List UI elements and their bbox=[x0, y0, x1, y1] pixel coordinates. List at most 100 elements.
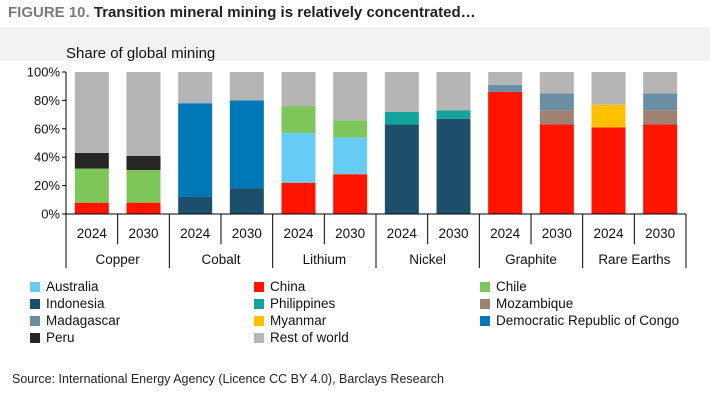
bar-segment-democratic-republic-of-congo bbox=[229, 100, 264, 189]
bar-segment-madagascar bbox=[643, 93, 678, 111]
bar-segment-australia bbox=[281, 133, 316, 183]
y-tick-label: 20% bbox=[34, 178, 60, 193]
bar-segment-china bbox=[643, 124, 678, 214]
chart-title: Share of global mining bbox=[66, 45, 216, 62]
figure-title: FIGURE 10. Transition mineral mining is … bbox=[8, 4, 476, 21]
figure-label: FIGURE 10. bbox=[8, 4, 90, 21]
x-year-label: 2030 bbox=[542, 226, 572, 241]
bar-segment-madagascar bbox=[539, 93, 574, 111]
legend-swatch bbox=[254, 315, 264, 326]
legend-item: Indonesia bbox=[30, 296, 105, 311]
bar-segment-philippines bbox=[436, 110, 471, 119]
y-tick-label: 40% bbox=[34, 150, 60, 165]
bar-segment-mozambique bbox=[539, 110, 574, 125]
bar-segment-china bbox=[488, 91, 523, 214]
legend-label: Indonesia bbox=[46, 296, 105, 311]
y-tick-label: 60% bbox=[34, 121, 60, 136]
legend-label: Philippines bbox=[270, 296, 336, 311]
bar-segment-indonesia bbox=[229, 188, 264, 214]
bar-segment-rest-of-world bbox=[384, 72, 419, 112]
title-band bbox=[0, 27, 710, 61]
x-year-label: 2024 bbox=[490, 226, 521, 241]
bar-segment-democratic-republic-of-congo bbox=[178, 103, 213, 197]
legend-swatch bbox=[254, 298, 264, 309]
legend-label: Australia bbox=[46, 279, 99, 294]
bar-segment-china bbox=[539, 124, 574, 214]
x-group-label: Cobalt bbox=[201, 252, 240, 267]
legend-label: Chile bbox=[496, 279, 527, 294]
bar-segment-rest-of-world bbox=[643, 72, 678, 94]
legend-item: Democratic Republic of Congo bbox=[480, 313, 679, 328]
bar-segment-rest-of-world bbox=[539, 72, 574, 94]
x-group-label: Rare Earths bbox=[598, 252, 670, 267]
legend-item: China bbox=[254, 279, 305, 294]
legend-swatch bbox=[30, 315, 40, 326]
bar-segment-chile bbox=[126, 169, 161, 203]
legend-swatch bbox=[254, 332, 264, 343]
legend-swatch bbox=[480, 298, 490, 309]
x-year-label: 2030 bbox=[645, 226, 675, 241]
x-year-label: 2024 bbox=[387, 226, 418, 241]
figure-title-text: Transition mineral mining is relatively … bbox=[93, 4, 476, 21]
bar-segment-rest-of-world bbox=[488, 72, 523, 85]
bar-segment-china bbox=[281, 182, 316, 214]
bar-segment-australia bbox=[333, 137, 368, 175]
x-year-label: 2024 bbox=[180, 226, 211, 241]
bar-segment-china bbox=[74, 202, 109, 214]
legend-label: Mozambique bbox=[496, 296, 574, 311]
bar-segment-rest-of-world bbox=[126, 72, 161, 156]
bar-segment-rest-of-world bbox=[229, 72, 264, 101]
legend-swatch bbox=[30, 298, 40, 309]
bar-segment-chile bbox=[74, 168, 109, 203]
legend-label: China bbox=[270, 279, 306, 294]
bar-segment-rest-of-world bbox=[281, 72, 316, 107]
legend-item: Australia bbox=[30, 279, 99, 294]
bar-segment-myanmar bbox=[591, 104, 626, 128]
bar-segment-indonesia bbox=[436, 118, 471, 214]
stacked-bar-chart: 0% 20% 40% 60% 80% 100% 2024 2030 2024 2030 2024 20… bbox=[27, 65, 687, 268]
x-year-label: 2024 bbox=[283, 226, 314, 241]
bar-segment-chile bbox=[333, 120, 368, 138]
x-year-label: 2030 bbox=[128, 226, 158, 241]
legend-item: Myanmar bbox=[254, 313, 326, 328]
x-group-label: Lithium bbox=[303, 252, 347, 267]
x-year-label: 2030 bbox=[335, 226, 365, 241]
legend-item: Philippines bbox=[254, 296, 335, 311]
bar-segment-indonesia bbox=[384, 124, 419, 214]
x-year-label: 2024 bbox=[593, 226, 624, 241]
x-year-label: 2030 bbox=[232, 226, 262, 241]
source-note: Source: International Energy Agency (Lic… bbox=[12, 372, 444, 386]
legend-swatch bbox=[30, 332, 40, 343]
legend-item: Madagascar bbox=[30, 313, 120, 328]
bar-segment-china bbox=[333, 174, 368, 214]
legend-label: Rest of world bbox=[270, 330, 349, 345]
bar-segment-china bbox=[126, 202, 161, 214]
y-tick-label: 80% bbox=[34, 93, 60, 108]
bar-segment-rest-of-world bbox=[178, 72, 213, 104]
x-group-label: Nickel bbox=[409, 252, 446, 267]
bar-segment-mozambique bbox=[643, 110, 678, 125]
bar-segment-indonesia bbox=[178, 196, 213, 214]
legend-label: Myanmar bbox=[270, 313, 327, 328]
x-year-label: 2024 bbox=[77, 226, 108, 241]
y-tick-label: 0% bbox=[41, 207, 60, 222]
bar-segment-rest-of-world bbox=[591, 72, 626, 105]
bar-segment-rest-of-world bbox=[436, 72, 471, 111]
bar-segment-rest-of-world bbox=[74, 72, 109, 153]
bar-segment-rest-of-world bbox=[333, 72, 368, 121]
bar-segment-philippines bbox=[384, 111, 419, 125]
legend-label: Peru bbox=[46, 330, 75, 345]
legend-label: Madagascar bbox=[46, 313, 121, 328]
legend-swatch bbox=[254, 281, 264, 292]
bar-segment-china bbox=[591, 127, 626, 214]
legend-swatch bbox=[480, 315, 490, 326]
legend-item: Chile bbox=[480, 279, 527, 294]
bar-segment-chile bbox=[281, 106, 316, 134]
legend-item: Mozambique bbox=[480, 296, 573, 311]
legend-item: Rest of world bbox=[254, 330, 349, 345]
x-year-label: 2030 bbox=[438, 226, 468, 241]
legend-item: Peru bbox=[30, 330, 75, 345]
x-group-label: Graphite bbox=[505, 252, 557, 267]
bar-segment-peru bbox=[74, 152, 109, 169]
bar-segment-madagascar bbox=[488, 84, 523, 92]
